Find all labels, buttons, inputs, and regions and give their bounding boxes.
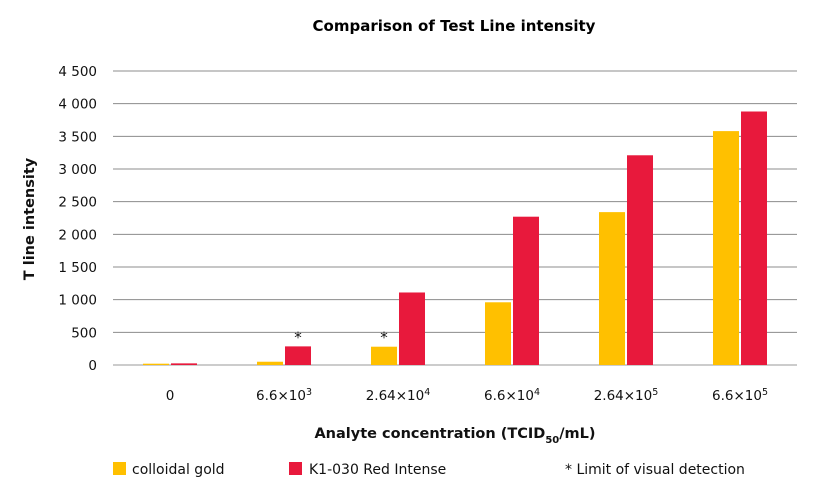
x-tick-label-5: 6.6×105: [712, 387, 768, 404]
bar-colloidal-gold-4: [599, 212, 625, 365]
grid: [113, 70, 797, 366]
bar-colloidal-gold-2: [371, 346, 397, 365]
y-tick-label-4500: 4 500: [58, 64, 97, 80]
y-tick-label-0: 0: [88, 358, 97, 374]
x-axis-label-rest: /mL): [559, 426, 595, 442]
chart-title: Comparison of Test Line intensity: [313, 17, 596, 35]
x-tick-label-0: 0: [166, 388, 175, 404]
x-tick-label-1: 6.6×103: [256, 387, 312, 404]
bar-colloidal-gold-5: [713, 131, 739, 365]
x-tick-label-3: 6.6×104: [484, 387, 540, 404]
y-tick-label-3000: 3 000: [58, 162, 97, 178]
bar-colloidal-gold-1: [257, 361, 283, 365]
y-tick-label-1000: 1 000: [58, 293, 97, 309]
bar-k1-030-red-intense-2: [399, 292, 425, 365]
y-tick-label-500: 500: [71, 325, 97, 341]
y-axis-label: T line intensity: [22, 157, 38, 280]
bar-k1-030-red-intense-0: [171, 363, 197, 365]
bar-k1-030-red-intense-1: [285, 346, 311, 365]
detection-limit-marker-0: *: [380, 329, 388, 347]
legend-note-detection-limit: * Limit of visual detection: [565, 462, 745, 478]
y-axis-ticks: 0 500 1 000 1 500 2 000 2 500 3 000 3 500 4 000 4…: [58, 64, 97, 374]
y-tick-label-3500: 3 500: [58, 129, 97, 145]
x-axis-label: Analyte concentration (TCID50/mL): [314, 426, 595, 446]
bar-k1-030-red-intense-5: [741, 111, 767, 365]
y-tick-label-2500: 2 500: [58, 195, 97, 211]
bar-k1-030-red-intense-3: [513, 216, 539, 365]
legend-swatch-colloidal-gold: [113, 462, 126, 475]
bar-colloidal-gold-3: [485, 302, 511, 365]
y-tick-label-1500: 1 500: [58, 260, 97, 276]
x-tick-label-4: 2.64×105: [594, 387, 659, 404]
detection-limit-marker-1: *: [294, 328, 302, 346]
x-axis-label-main: Analyte concentration (TCID: [314, 426, 545, 442]
y-tick-label-4000: 4 000: [58, 97, 97, 113]
bar-k1-030-red-intense-4: [627, 155, 653, 365]
legend-swatch-k1-030-red-intense: [289, 462, 302, 475]
y-tick-label-2000: 2 000: [58, 227, 97, 243]
x-axis-label-subscript: 50: [545, 435, 559, 446]
legend-label-k1-030-red-intense: K1-030 Red Intense: [309, 462, 446, 478]
bar-colloidal-gold-0: [143, 363, 169, 365]
x-axis-ticks: 0 6.6×103 2.64×104 6.6×104 2.64×105 6.6×105: [166, 387, 768, 404]
x-tick-label-2: 2.64×104: [366, 387, 431, 404]
legend-label-colloidal-gold: colloidal gold: [132, 462, 225, 478]
legend: colloidal gold K1-030 Red Intense * Limi…: [113, 462, 745, 478]
bars: **: [143, 111, 767, 365]
